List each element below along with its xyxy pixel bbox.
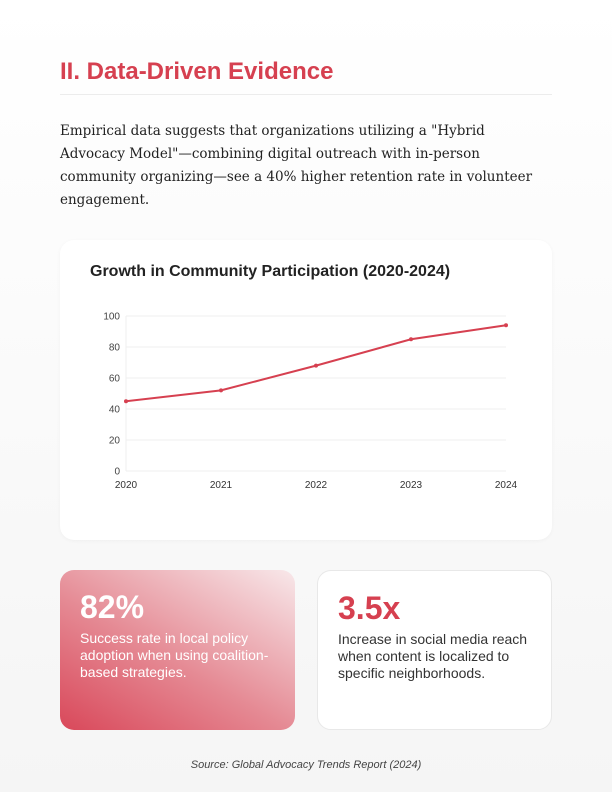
source-citation: Source: Global Advocacy Trends Report (2… <box>190 759 422 771</box>
x-tick-label: 2020 <box>115 480 138 491</box>
y-tick-label: 0 <box>114 467 120 478</box>
y-tick-label: 100 <box>103 312 120 323</box>
data-point <box>504 323 508 328</box>
data-point <box>409 337 413 342</box>
stat-card-social: 3.5x Increase in social media reach when… <box>317 570 552 730</box>
y-tick-label: 80 <box>109 343 121 354</box>
stat-value: 82% <box>80 589 145 625</box>
x-tick-label: 2024 <box>495 480 518 491</box>
y-tick-label: 20 <box>109 436 121 447</box>
divider <box>60 94 552 95</box>
stat-value: 3.5x <box>338 590 401 626</box>
section-title: II. Data-Driven Evidence <box>60 58 334 85</box>
intro-paragraph: Empirical data suggests that organizatio… <box>60 123 533 208</box>
line-chart: 0 20 40 60 80 100 2020 2021 2022 2023 2024 <box>103 312 518 492</box>
data-point <box>219 388 223 393</box>
x-tick-label: 2021 <box>210 480 233 491</box>
stat-description: Increase in social media reach when cont… <box>338 631 528 681</box>
series-line <box>125 324 507 403</box>
x-tick-label: 2022 <box>305 480 328 491</box>
y-tick-label: 40 <box>109 405 121 416</box>
chart-card: Growth in Community Participation (2020-… <box>60 240 552 540</box>
stat-description: Success rate in local policy adoption wh… <box>80 630 269 680</box>
data-point <box>314 363 318 368</box>
x-tick-label: 2023 <box>400 480 423 491</box>
data-point <box>124 399 128 404</box>
chart-title: Growth in Community Participation (2020-… <box>90 263 451 280</box>
y-tick-label: 60 <box>109 374 121 385</box>
stat-card-policy: 82% Success rate in local policy adoptio… <box>60 570 295 730</box>
